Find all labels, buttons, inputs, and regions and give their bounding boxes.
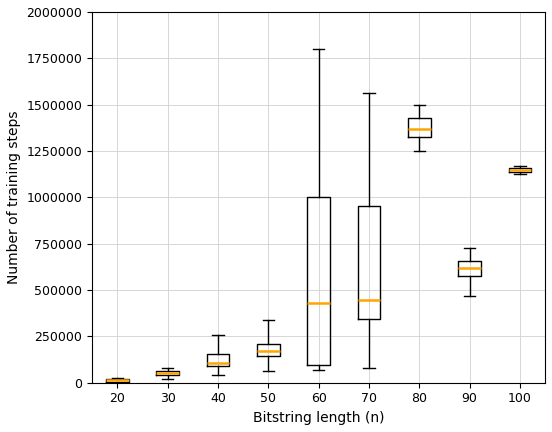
Y-axis label: Number of training steps: Number of training steps — [7, 111, 21, 284]
X-axis label: Bitstring length (n): Bitstring length (n) — [253, 411, 384, 425]
